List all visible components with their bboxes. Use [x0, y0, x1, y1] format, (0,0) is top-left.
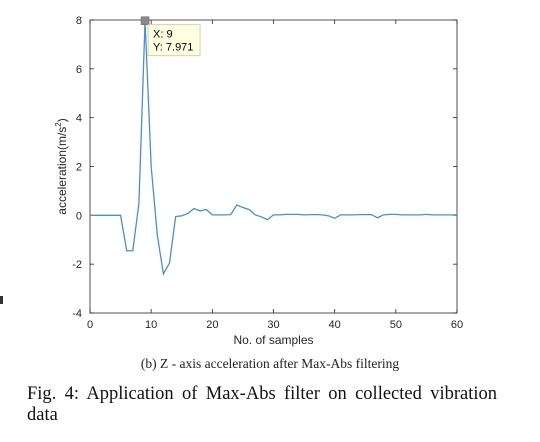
datatip-box — [147, 24, 201, 57]
x-tick-label: 0 — [87, 319, 93, 331]
x-tick-label: 60 — [451, 319, 463, 331]
tick-labels: 0 10 20 30 40 50 60 -4 -2 0 2 4 6 8 — [72, 15, 463, 331]
datatip: X: 9Y: 7.971 — [140, 16, 201, 57]
plot-area — [89, 19, 458, 314]
y-tick-label: 4 — [76, 113, 82, 125]
line-chart: 0 10 20 30 40 50 60 -4 -2 0 2 4 6 8 X: 9Y: 7.971 No. … — [54, 15, 463, 347]
series-line — [90, 20, 457, 276]
x-tick-label: 50 — [390, 319, 402, 331]
y-tick-label: 6 — [76, 64, 82, 76]
datatip-marker — [140, 16, 150, 25]
x-tick-label: 40 — [329, 319, 341, 331]
y-tick-label: 2 — [76, 162, 82, 174]
datatip-x: X: 9 — [153, 29, 173, 41]
y-tick-label: 0 — [76, 210, 82, 222]
datatip-y: Y: 7.971 — [153, 42, 193, 54]
y-axis-label: acceleration(m/s2) — [54, 118, 69, 214]
tick-marks — [89, 19, 458, 314]
y-tick-label: 8 — [76, 15, 82, 27]
x-tick-label: 20 — [206, 319, 218, 331]
x-axis-label: No. of samples — [233, 333, 313, 347]
figure-caption: Fig. 4: Application of Max-Abs filter on… — [27, 384, 497, 425]
x-tick-label: 30 — [267, 319, 279, 331]
x-tick-label: 10 — [145, 319, 157, 331]
y-tick-label: -4 — [72, 308, 82, 320]
subfigure-caption: (b) Z - axis acceleration after Max-Abs … — [140, 356, 400, 371]
y-tick-label: -2 — [72, 259, 82, 271]
edge-mark — [0, 296, 3, 304]
